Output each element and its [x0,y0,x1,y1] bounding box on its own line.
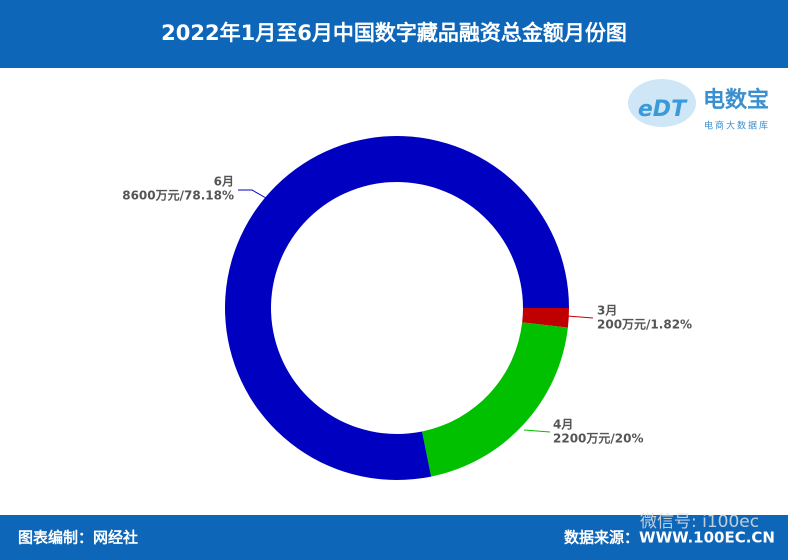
logo-cloud [628,79,696,127]
leader-line [523,429,551,433]
logo-name: 电数宝 [703,87,769,113]
slice-value-label: 2200万元/20% [553,432,644,446]
watermark: 微信号: i100ec [640,512,759,532]
title: 2022年1月至6月中国数字藏品融资总金额月份图 [161,21,627,45]
footer-credit: 图表编制：网经社 [18,529,138,547]
leader-line [566,315,594,319]
footer-bar [0,515,788,560]
slice-value-label: 200万元/1.82% [597,318,692,332]
donut-slice [522,308,569,328]
header-bar [0,0,788,68]
slice-value-label: 8600万元/78.18% [122,189,234,203]
logo-mark: eDT [638,97,688,122]
slice-category: 6月 [214,175,234,189]
donut-slice [422,322,568,477]
leader-line [238,189,267,199]
slice-category: 4月 [553,418,573,432]
footer-source: 数据来源：WWW.100EC.CN [564,529,775,547]
slice-category: 3月 [597,304,617,318]
logo-tagline: 电商大数据库 [704,120,770,132]
logo: eDT 电数宝 电商大数据库 [628,79,770,132]
